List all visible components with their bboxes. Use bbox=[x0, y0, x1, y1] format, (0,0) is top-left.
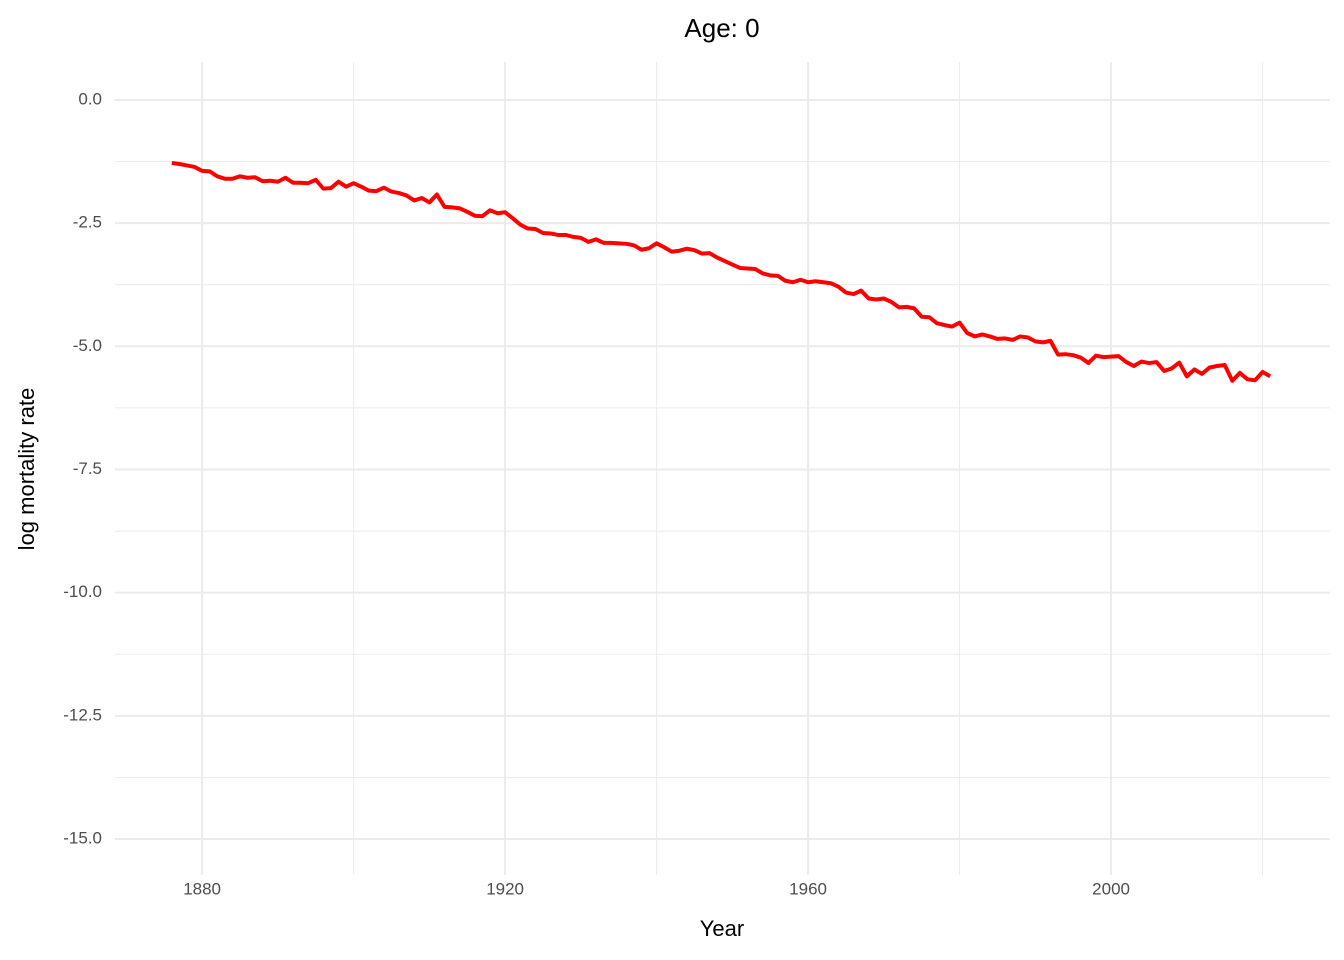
chart-title: Age: 0 bbox=[684, 13, 759, 43]
x-tick-label: 1960 bbox=[789, 879, 827, 898]
y-tick-label: -15.0 bbox=[63, 829, 102, 848]
y-tick-label: -12.5 bbox=[63, 705, 102, 724]
y-tick-label: -2.5 bbox=[73, 213, 102, 232]
y-tick-label: 0.0 bbox=[78, 89, 102, 108]
data-line bbox=[171, 161, 1272, 383]
x-tick-label: 1920 bbox=[486, 879, 524, 898]
x-axis-title: Year bbox=[700, 916, 744, 941]
y-tick-label: -7.5 bbox=[73, 459, 102, 478]
y-axis-title: log mortality rate bbox=[14, 388, 39, 551]
y-tick-label: -5.0 bbox=[73, 336, 102, 355]
y-tick-label: -10.0 bbox=[63, 582, 102, 601]
x-tick-label: 2000 bbox=[1092, 879, 1130, 898]
x-tick-label: 1880 bbox=[183, 879, 221, 898]
